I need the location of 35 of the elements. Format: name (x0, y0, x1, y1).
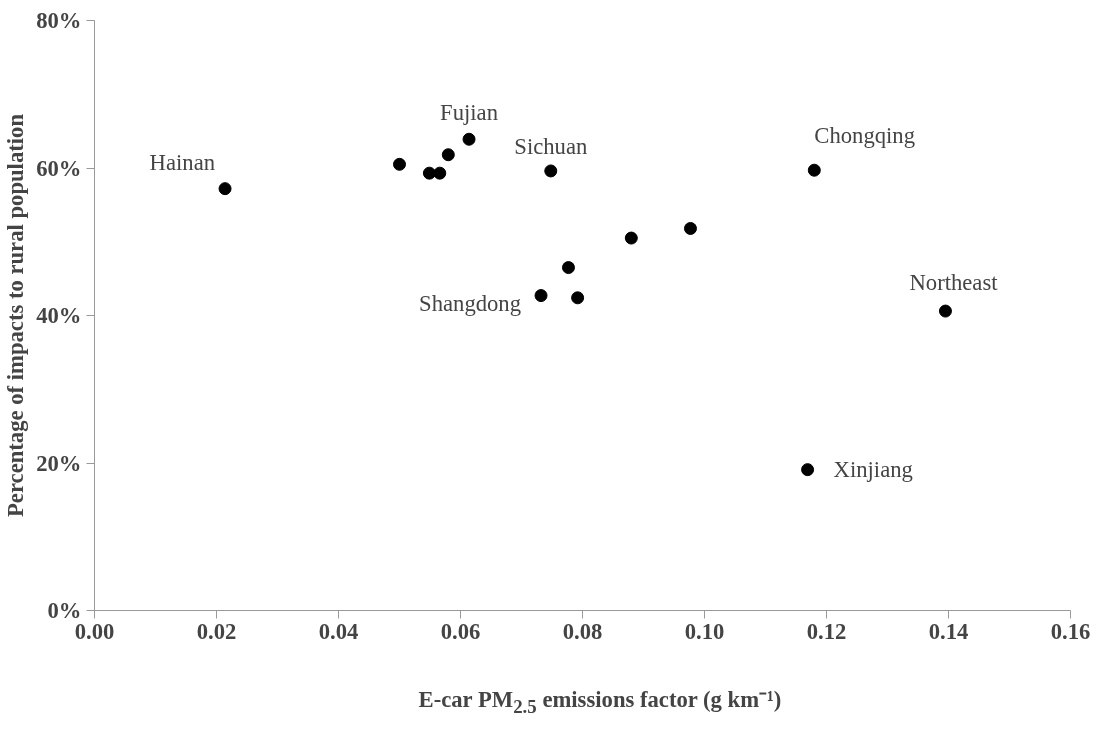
x-axis-title: E-car PM$_{2.5}$ emissions factor (g km⁻¹) (418, 686, 782, 719)
point (561, 261, 575, 275)
annotation: Chongqing (814, 123, 915, 149)
point (807, 163, 821, 177)
point (441, 148, 455, 162)
point (624, 231, 638, 245)
annotation: Sichuan (514, 133, 588, 159)
point (534, 289, 548, 303)
y-tick-label: 80% (36, 8, 82, 33)
annotation: Xinjiang (833, 457, 913, 483)
y-tick-label: 40% (36, 303, 82, 328)
annotation: Shangdong (419, 291, 522, 317)
y-axis-title: Percentage of impacts to rural population (3, 113, 29, 517)
y-tick-label: 20% (36, 450, 82, 476)
y-tick-label: 60% (36, 155, 82, 181)
point (683, 221, 697, 235)
annotation: Fujian (440, 100, 498, 126)
x-tick-label: 0.04 (318, 618, 359, 644)
x-tick-label: 0.02 (196, 618, 237, 644)
x-tick-label: 0.08 (562, 618, 603, 644)
x-tick-label: 0.10 (684, 618, 725, 644)
x-tick-label: 0.06 (440, 618, 481, 644)
x-tick-label: 0.14 (928, 618, 969, 644)
point (938, 304, 952, 318)
point (801, 463, 815, 477)
annotation: Hainan (149, 149, 216, 175)
point (393, 157, 406, 171)
point (218, 182, 232, 196)
x-tick-label: 0.16 (1050, 618, 1091, 644)
x-tick-label: 0.12 (806, 618, 847, 644)
point (544, 164, 558, 178)
point (433, 166, 447, 180)
point (462, 132, 476, 146)
annotation: Northeast (909, 270, 999, 296)
point (571, 291, 585, 305)
